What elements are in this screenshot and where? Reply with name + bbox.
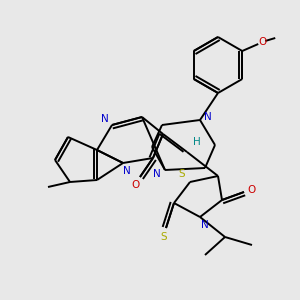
Text: N: N: [201, 220, 209, 230]
Text: N: N: [101, 114, 109, 124]
Text: S: S: [161, 232, 167, 242]
Text: N: N: [153, 169, 161, 179]
Text: H: H: [193, 137, 201, 147]
Text: N: N: [204, 112, 212, 122]
Text: O: O: [131, 180, 139, 190]
Text: N: N: [123, 166, 131, 176]
Text: O: O: [248, 185, 256, 195]
Text: O: O: [258, 37, 266, 47]
Text: S: S: [179, 169, 185, 179]
